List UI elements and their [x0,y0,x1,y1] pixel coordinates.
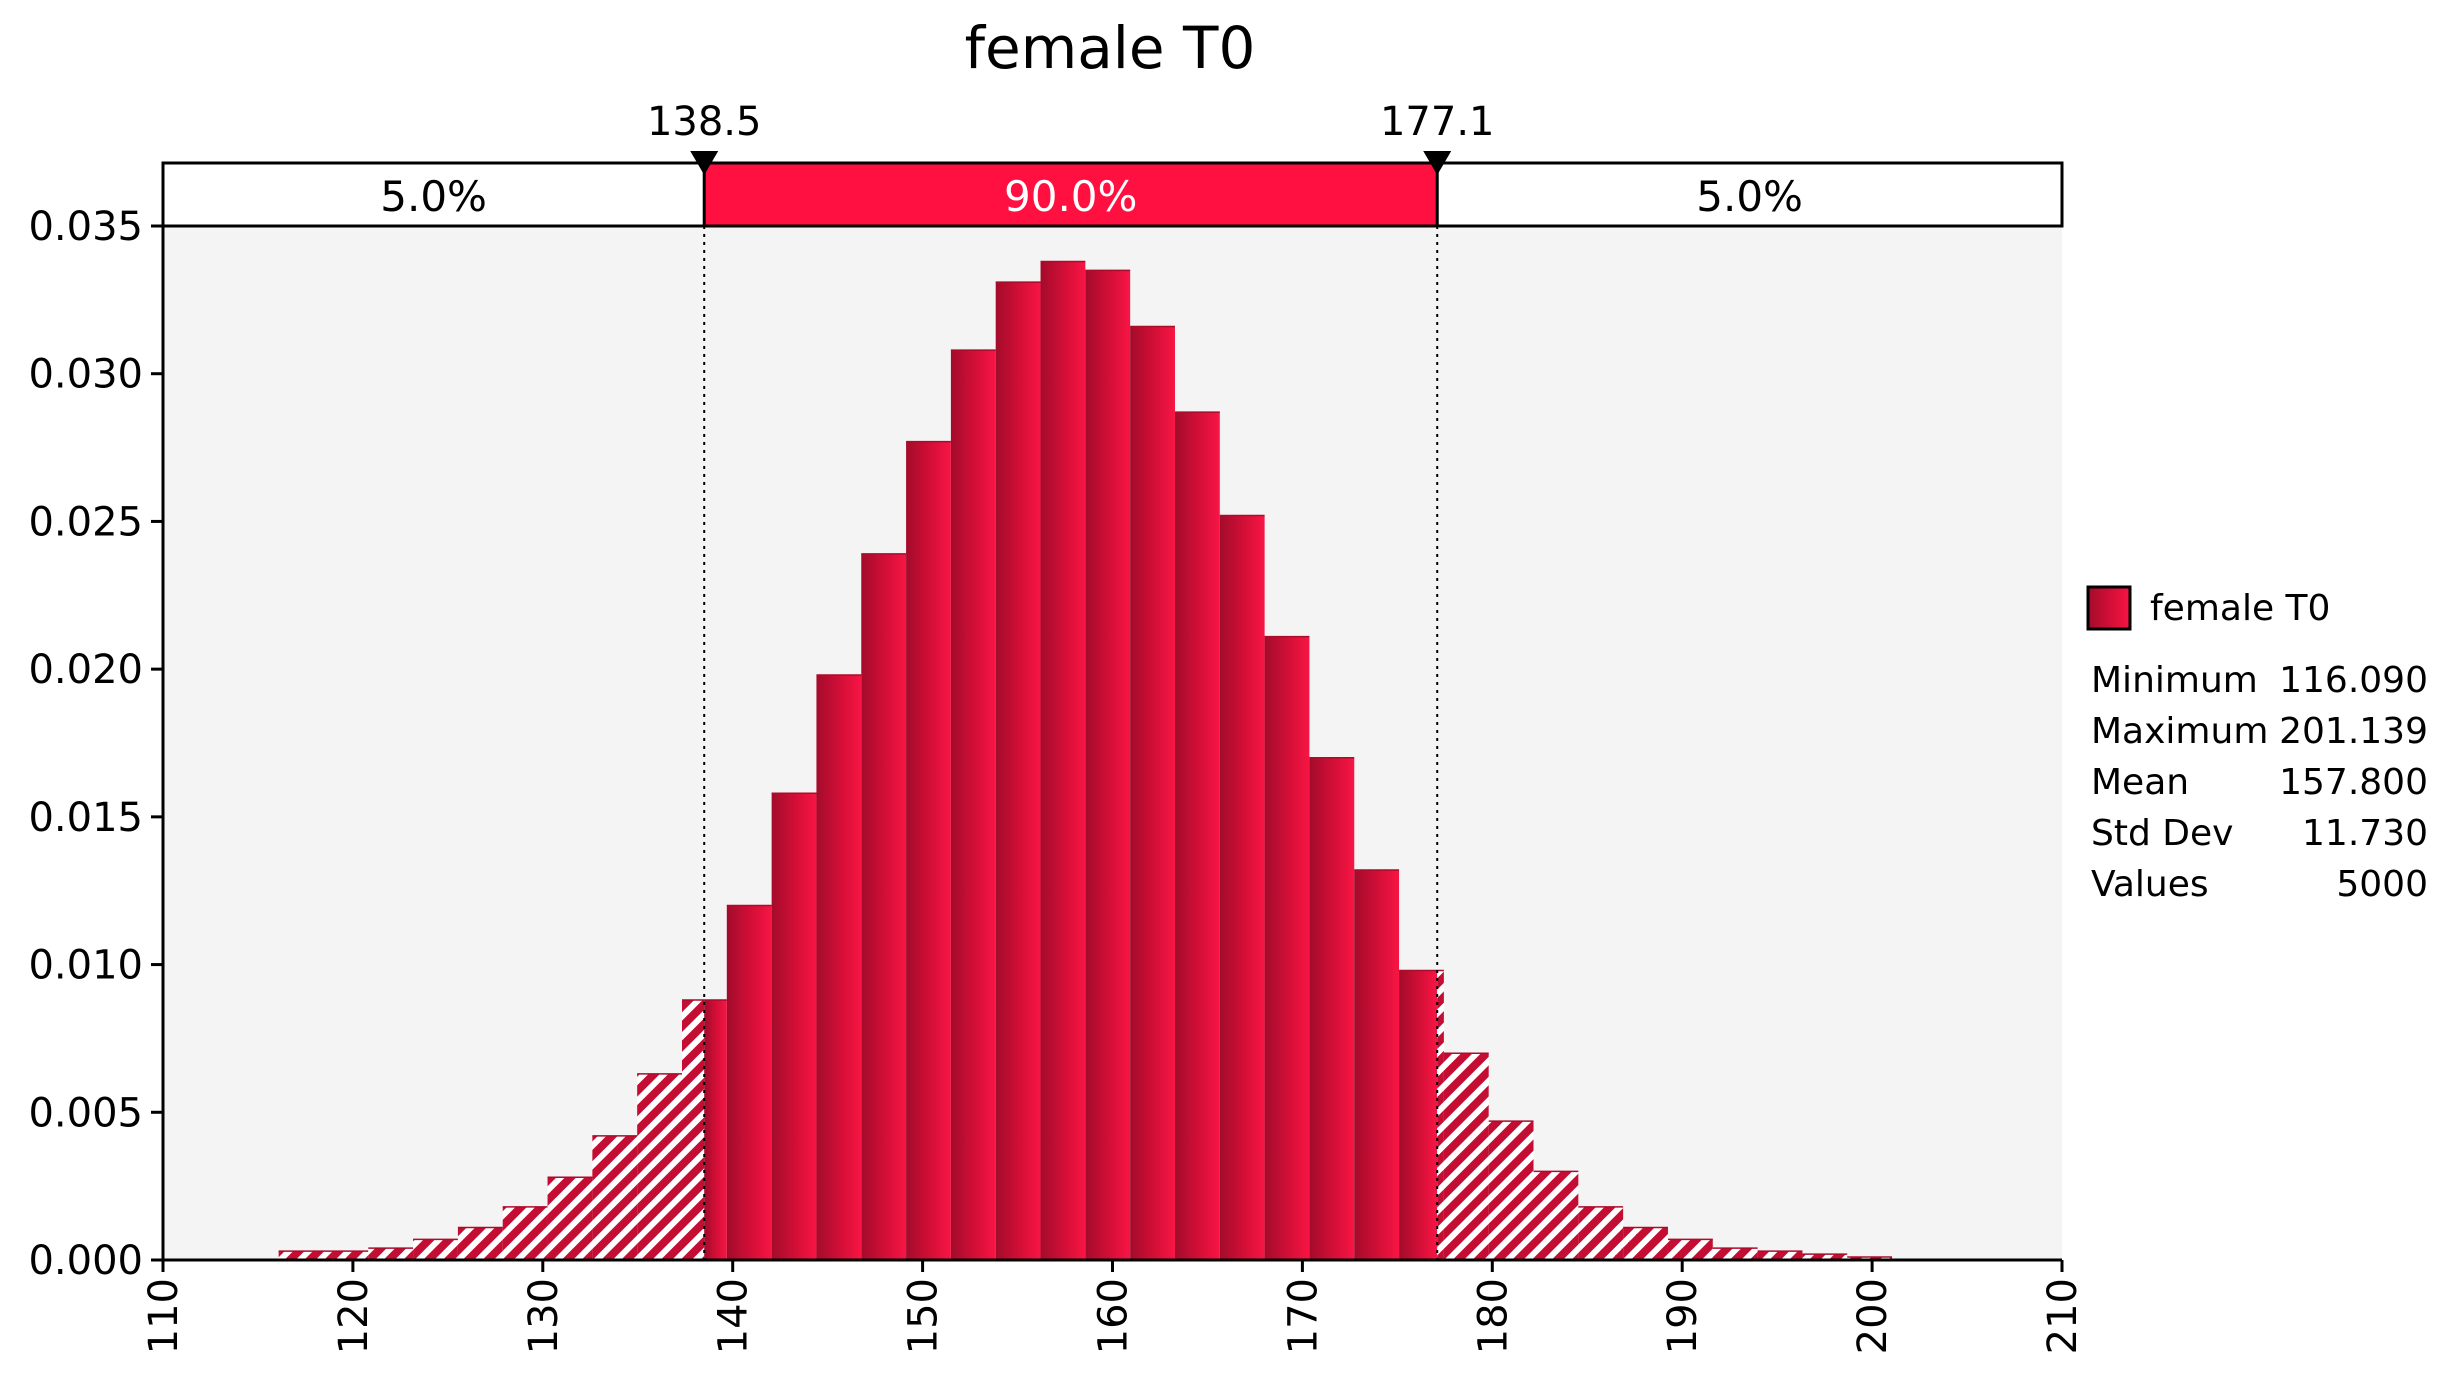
histogram-bar-tail [547,1177,593,1260]
stat-label: Minimum [2091,660,2258,701]
y-tick-label: 0.025 [28,499,143,545]
percentile-marker-right-triangle [1423,151,1452,175]
stat-label: Mean [2091,762,2189,803]
x-tick-label: 200 [1850,1278,1896,1354]
histogram-bar [726,905,772,1260]
histogram-bar [1130,326,1175,1261]
histogram-bar [1264,636,1310,1260]
percentile-marker-left-value: 138.5 [647,99,762,145]
stat-label: Values [2091,864,2209,905]
chart-title: female T0 [965,14,1256,82]
stat-value: 157.800 [2279,762,2428,803]
histogram-bar-tail [637,1073,682,1260]
legend-series-name: female T0 [2150,588,2330,629]
percentile-marker-left-triangle [690,151,719,175]
region-label-right: 5.0% [1696,172,1803,221]
histogram-bar-tail [1667,1239,1713,1260]
histogram-bar-tail [368,1248,414,1260]
histogram-bar [1040,261,1086,1260]
histogram-bar-tail [1443,1053,1489,1260]
x-tick-label: 120 [331,1278,377,1354]
histogram-bar [1399,970,1438,1260]
stat-value: 11.730 [2302,813,2428,854]
x-tick-label: 150 [901,1278,947,1354]
histogram-bar-tail [278,1251,324,1260]
histogram-bar-tail [502,1206,548,1260]
x-tick-label: 110 [141,1278,187,1354]
histogram-bar-tail [457,1227,503,1260]
histogram-bar-tail [1802,1254,1848,1260]
stat-label: Maximum [2091,711,2268,752]
histogram-bar [1174,412,1220,1260]
histogram-bar-tail [1757,1251,1803,1260]
region-label-left: 5.0% [380,172,487,221]
y-tick-label: 0.020 [28,647,143,693]
histogram-bar-tail [1623,1227,1668,1260]
x-tick-label: 170 [1280,1278,1326,1354]
histogram-bar [861,553,907,1260]
histogram-bar-tail [1437,970,1444,1260]
stat-value: 5000 [2336,864,2428,905]
percentile-marker-right-value: 177.1 [1380,99,1495,145]
histogram-bar [906,441,951,1261]
stat-label: Std Dev [2091,813,2233,854]
histogram-bar-tail [681,1000,705,1260]
x-tick-label: 210 [2040,1278,2086,1354]
legend-swatch [2086,585,2132,631]
histogram-bar [704,1000,727,1260]
histogram-bar-tail [1533,1171,1579,1260]
x-tick-label: 190 [1660,1278,1706,1354]
y-tick-label: 0.035 [28,204,143,250]
histogram-bar-tail [323,1251,369,1260]
stat-value: 201.139 [2279,711,2428,752]
x-tick-label: 160 [1091,1278,1137,1354]
histogram-bar [995,282,1041,1260]
histogram-bar [950,350,996,1261]
histogram-bar [1309,757,1355,1260]
x-tick-label: 140 [711,1278,757,1354]
histogram-bar [816,675,862,1260]
histogram-bar-tail [592,1135,638,1260]
histogram-bar-tail [1578,1206,1624,1260]
percentile-bar-center-fill [704,164,1438,225]
y-tick-label: 0.000 [28,1238,143,1284]
histogram-bar [1085,270,1131,1260]
y-tick-label: 0.010 [28,943,143,989]
x-tick-label: 130 [521,1278,567,1354]
stat-value: 116.090 [2279,660,2428,701]
histogram-bar [1219,515,1265,1260]
y-tick-label: 0.005 [28,1090,143,1136]
histogram-bar-tail [1712,1248,1758,1260]
region-label-center: 90.0% [1004,172,1137,221]
histogram-bar [1354,870,1400,1260]
histogram-bar-tail [1488,1121,1534,1260]
histogram-bar [771,793,817,1260]
y-tick-label: 0.015 [28,795,143,841]
x-tick-label: 180 [1470,1278,1516,1354]
y-tick-label: 0.030 [28,352,143,398]
histogram-bar-tail [413,1239,458,1260]
